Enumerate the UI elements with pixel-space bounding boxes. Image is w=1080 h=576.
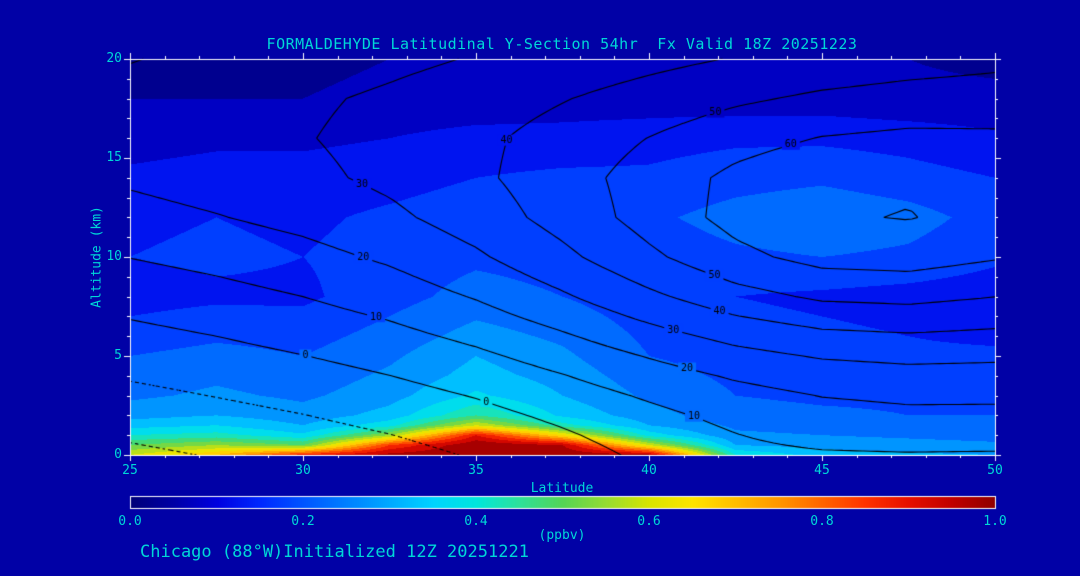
colorbar-tick-label: 0.4 <box>464 514 488 529</box>
x-tick-label: 50 <box>987 463 1003 478</box>
chart-title: FORMALDEHYDE Latitudinal Y-Section 54hr … <box>266 35 858 53</box>
colorbar-tick-label: 1.0 <box>983 514 1007 529</box>
x-tick-label: 45 <box>814 463 830 478</box>
colorbar-tick-label: 0.2 <box>291 514 315 529</box>
x-tick-label: 25 <box>122 463 138 478</box>
y-tick-label: 5 <box>114 348 122 363</box>
x-axis-title: Latitude <box>530 481 594 496</box>
x-tick-label: 30 <box>295 463 311 478</box>
colorbar-tick-label: 0.8 <box>810 514 834 529</box>
y-tick-label: 0 <box>114 447 122 462</box>
colorbar-tick-label: 0.0 <box>118 514 142 529</box>
y-tick-label: 10 <box>106 249 122 264</box>
y-tick-label: 20 <box>106 51 122 66</box>
colorbar-tick-label: 0.6 <box>637 514 661 529</box>
colorbar-unit-label: (ppbv) <box>538 528 586 543</box>
y-tick-label: 15 <box>106 150 122 165</box>
x-tick-label: 35 <box>468 463 484 478</box>
x-tick-label: 40 <box>641 463 657 478</box>
init-caption: Chicago (88°W)Initialized 12Z 20251221 <box>140 542 529 562</box>
